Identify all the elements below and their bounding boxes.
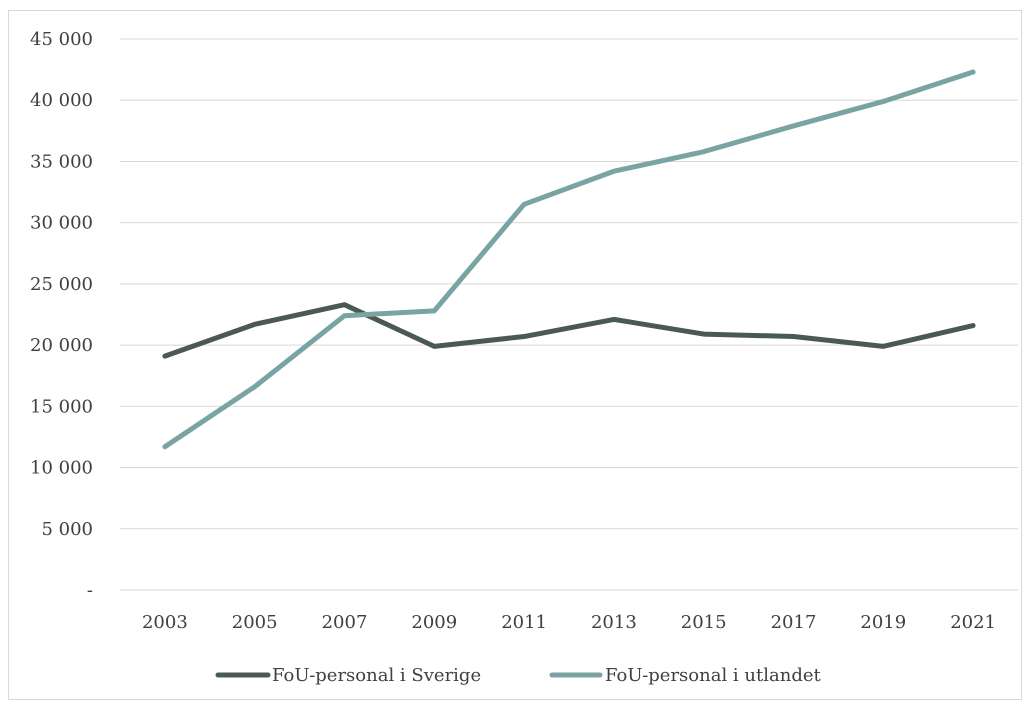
x-axis-tick-labels: 2003 2005 2007 2009 2011 2013 2015 2017 2019 2021 [142,612,996,633]
y-tick-label: 15 000 [30,396,93,417]
x-tick-label: 2003 [142,612,188,633]
chart-frame [8,10,1022,700]
y-tick-label: 5 000 [41,519,93,540]
y-tick-label: 30 000 [30,213,93,234]
legend: FoU-personal i Sverige FoU-personal i ut… [215,665,821,686]
legend-label-sverige: FoU-personal i Sverige [272,665,481,686]
x-tick-label: 2005 [232,612,278,633]
legend-label-utlandet: FoU-personal i utlandet [605,665,821,686]
series-lines [162,69,976,450]
x-tick-label: 2011 [501,612,547,633]
x-tick-label: 2017 [771,612,817,633]
y-axis-tick-labels: - 5 000 10 000 15 000 20 000 25 000 30 000 35 0… [30,29,93,601]
x-tick-label: 2021 [950,612,996,633]
x-tick-label: 2015 [681,612,727,633]
y-tick-label: 45 000 [30,29,93,50]
y-tick-label: 10 000 [30,458,93,479]
y-tick-label: 35 000 [30,151,93,172]
y-tick-label: 40 000 [30,90,93,111]
series-line-sverige [162,302,976,359]
x-tick-label: 2009 [411,612,457,633]
x-tick-label: 2013 [591,612,637,633]
y-tick-label: - [87,580,93,601]
y-tick-label: 20 000 [30,335,93,356]
x-tick-label: 2007 [322,612,368,633]
y-tick-label: 25 000 [30,274,93,295]
x-tick-label: 2019 [860,612,906,633]
series-line-utlandet [162,69,976,450]
gridlines [120,38,1018,591]
